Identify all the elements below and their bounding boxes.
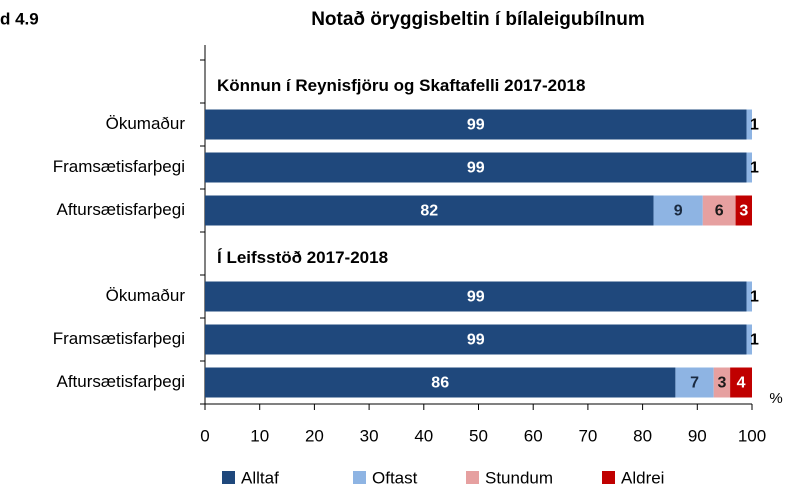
- bar-segment: [205, 324, 747, 355]
- y-tick-label: Aftursætisfarþegi: [57, 200, 186, 219]
- data-label: 82: [420, 203, 438, 220]
- data-label: 99: [467, 332, 485, 349]
- bar-segment: [735, 195, 752, 226]
- data-label: 6: [715, 203, 724, 220]
- data-label: 3: [739, 203, 748, 220]
- bar-segment: [675, 367, 714, 398]
- bar-segment: [205, 281, 747, 312]
- x-tick-label: 40: [414, 426, 433, 445]
- data-label: 7: [690, 375, 699, 392]
- y-tick-label: Ökumaður: [106, 286, 186, 305]
- x-tick-label: 60: [524, 426, 543, 445]
- section-label: Könnun í Reynisfjöru og Skaftafelli 2017…: [217, 76, 585, 95]
- x-tick-label: 80: [633, 426, 652, 445]
- bar-segment: [205, 367, 676, 398]
- figure-label: d 4.9: [0, 9, 39, 28]
- data-label: 99: [467, 117, 485, 134]
- legend-swatch: [466, 471, 479, 484]
- data-label: 99: [467, 289, 485, 306]
- bar-segment: [653, 195, 703, 226]
- x-tick-label: 20: [305, 426, 324, 445]
- data-label: 1: [750, 117, 759, 134]
- bar-segment: [746, 281, 752, 312]
- x-tick-label: 50: [469, 426, 488, 445]
- x-tick-label: 0: [200, 426, 209, 445]
- x-tick-label: 90: [688, 426, 707, 445]
- bar-segment: [746, 152, 752, 183]
- x-tick-label: 10: [250, 426, 269, 445]
- section-label: Í Leifsstöð 2017-2018: [217, 248, 388, 267]
- unit-label: %: [769, 390, 782, 407]
- bar-segment: [730, 367, 752, 398]
- legend-label: Aldrei: [621, 468, 664, 487]
- legend-label: Alltaf: [241, 468, 279, 487]
- data-label: 9: [674, 203, 683, 220]
- bar-segment: [205, 195, 654, 226]
- legend-swatch: [602, 471, 615, 484]
- data-label: 3: [717, 375, 726, 392]
- y-tick-label: Aftursætisfarþegi: [57, 372, 186, 391]
- legend-label: Stundum: [485, 468, 553, 487]
- data-label: 86: [431, 375, 449, 392]
- data-label: 1: [750, 160, 759, 177]
- bar-segment: [702, 195, 736, 226]
- y-tick-label: Framsætisfarþegi: [53, 157, 185, 176]
- bar-segment: [746, 324, 752, 355]
- y-tick-label: Ökumaður: [106, 114, 186, 133]
- bar-segment: [205, 152, 747, 183]
- x-tick-label: 100: [738, 426, 766, 445]
- data-label: 4: [737, 375, 746, 392]
- bar-segment: [205, 109, 747, 140]
- data-label: 99: [467, 160, 485, 177]
- bar-segment: [746, 109, 752, 140]
- x-tick-label: 70: [578, 426, 597, 445]
- legend-swatch: [353, 471, 366, 484]
- chart-title: Notað öryggisbeltin í bílaleigubílnum: [311, 9, 645, 30]
- data-label: 1: [750, 289, 759, 306]
- bar-segment: [713, 367, 731, 398]
- legend-swatch: [222, 471, 235, 484]
- y-tick-label: Framsætisfarþegi: [53, 329, 185, 348]
- legend-label: Oftast: [372, 468, 418, 487]
- data-label: 1: [750, 332, 759, 349]
- x-tick-label: 30: [360, 426, 379, 445]
